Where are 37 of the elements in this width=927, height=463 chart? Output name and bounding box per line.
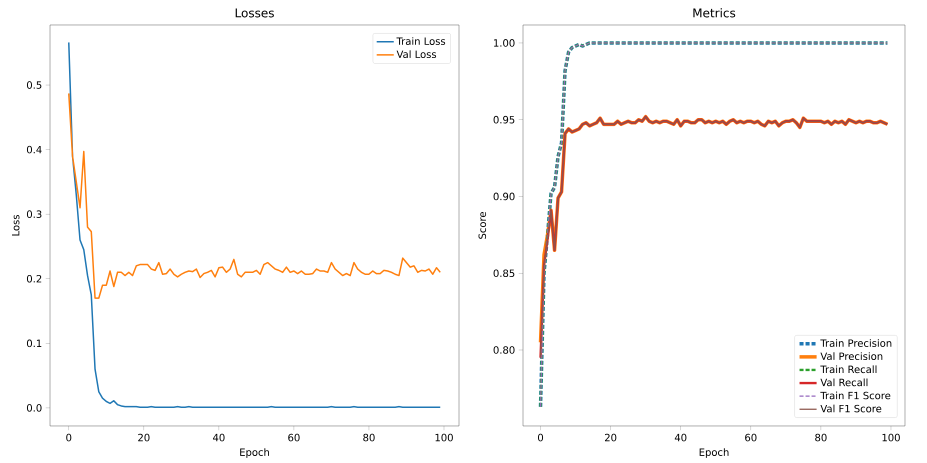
legend-label: Train F1 Score <box>820 392 890 400</box>
legend-label: Train Precision <box>820 339 892 347</box>
y-tick-label: 0.0 <box>26 404 42 412</box>
y-tick-label: 1.00 <box>494 39 515 47</box>
x-tick-label: 0 <box>538 434 544 442</box>
legend-label: Val Recall <box>820 378 868 386</box>
x-tick-label: 100 <box>436 434 453 442</box>
legend-label: Val Loss <box>396 50 436 58</box>
y-tick-label: 0.4 <box>26 146 42 154</box>
legend-label: Train Recall <box>820 365 876 374</box>
x-tick-label: 20 <box>604 434 616 442</box>
x-tick-label: 80 <box>815 434 827 442</box>
chart-title: Metrics <box>693 8 736 18</box>
x-tick-label: 20 <box>138 434 150 442</box>
y-tick-label: 0.90 <box>494 192 515 200</box>
y-tick-label: 0.5 <box>26 81 42 89</box>
legend-label: Train Loss <box>396 37 446 45</box>
legend-label: Val Precision <box>820 352 882 360</box>
legend-label: Val F1 Score <box>820 404 882 412</box>
x-tick-label: 40 <box>674 434 686 442</box>
y-tick-label: 0.1 <box>26 340 42 348</box>
x-tick-label: 0 <box>66 434 72 442</box>
y-tick-label: 0.95 <box>494 116 514 124</box>
x-tick-label: 80 <box>363 434 375 442</box>
x-tick-label: 60 <box>745 434 757 442</box>
y-tick-label: 0.85 <box>494 269 514 278</box>
chart-title: Losses <box>236 8 274 18</box>
x-tick-label: 40 <box>212 434 225 442</box>
x-tick-label: 100 <box>882 434 900 442</box>
x-tick-label: 60 <box>288 434 300 442</box>
y-tick-label: 0.80 <box>494 346 515 354</box>
y-axis-title: Loss <box>12 215 20 236</box>
x-axis-title: Epoch <box>700 448 728 458</box>
y-tick-label: 0.3 <box>26 210 42 218</box>
y-tick-label: 0.2 <box>26 274 42 283</box>
x-axis-title: Epoch <box>240 448 269 458</box>
y-axis-title: Score <box>478 212 486 239</box>
